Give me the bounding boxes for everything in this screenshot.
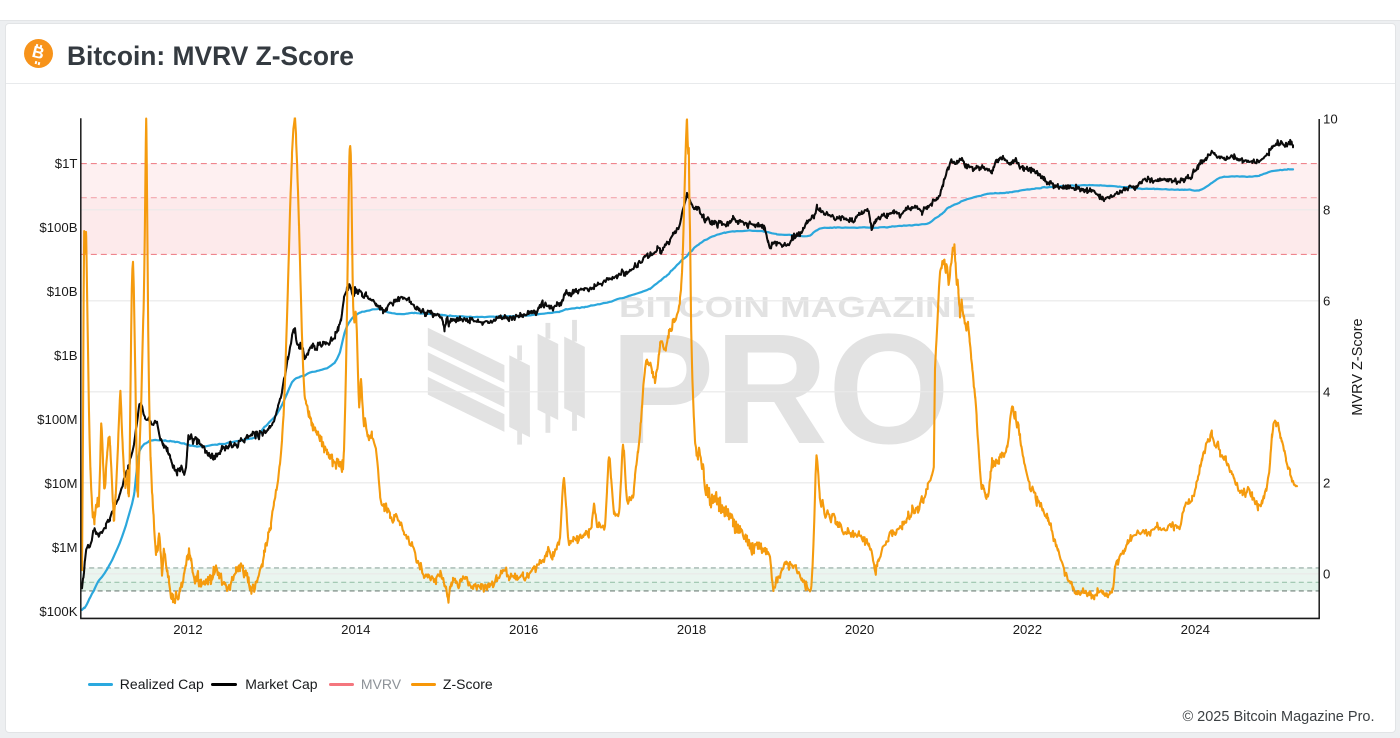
- svg-text:2016: 2016: [509, 622, 538, 637]
- svg-text:2022: 2022: [1013, 622, 1042, 637]
- svg-text:2: 2: [1323, 475, 1330, 490]
- svg-text:4: 4: [1323, 384, 1330, 399]
- svg-text:2020: 2020: [845, 622, 874, 637]
- svg-text:$100B: $100B: [39, 220, 77, 235]
- svg-text:0: 0: [1323, 566, 1330, 581]
- svg-text:$1M: $1M: [52, 540, 78, 555]
- svg-text:2018: 2018: [677, 622, 706, 637]
- svg-text:6: 6: [1323, 293, 1330, 308]
- svg-text:$10B: $10B: [47, 284, 78, 299]
- svg-text:10: 10: [1323, 111, 1338, 126]
- svg-text:PRO: PRO: [610, 302, 950, 477]
- svg-text:$100M: $100M: [37, 412, 77, 427]
- svg-text:8: 8: [1323, 202, 1330, 217]
- svg-text:$1B: $1B: [54, 348, 78, 363]
- svg-text:MVRV Z-Score: MVRV Z-Score: [1350, 318, 1366, 415]
- svg-text:$100K: $100K: [39, 604, 77, 619]
- svg-text:$1T: $1T: [55, 156, 78, 171]
- svg-text:2014: 2014: [341, 622, 370, 637]
- svg-text:2012: 2012: [173, 622, 202, 637]
- svg-text:2024: 2024: [1181, 622, 1210, 637]
- svg-text:$10M: $10M: [45, 476, 78, 491]
